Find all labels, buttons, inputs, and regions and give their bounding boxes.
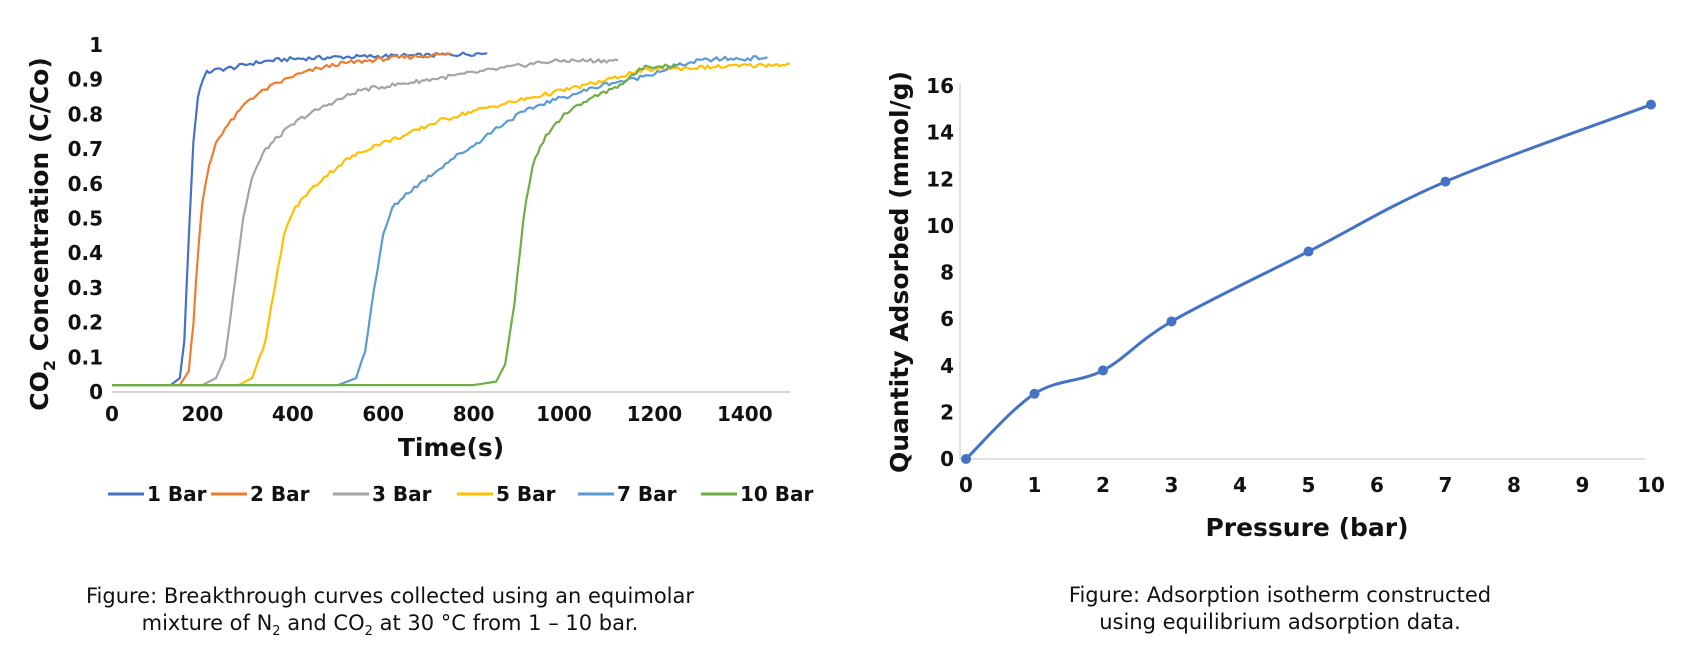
left-caption-line-1: Figure: Breakthrough curves collected us… — [85, 584, 694, 608]
left-y-tick-label: 0.1 — [68, 345, 103, 369]
left-y-axis-title-main: CO — [25, 371, 54, 411]
left-series-lines — [112, 51, 791, 387]
isotherm-line — [964, 103, 1652, 461]
legend-entry: 10 Bar — [701, 482, 814, 506]
left-x-tick-label: 1400 — [717, 402, 773, 426]
right-x-tick-label: 4 — [1233, 473, 1247, 497]
right-y-tick-labels: 0 2 4 6 8 10 12 14 16 — [926, 74, 954, 471]
left-y-tick-label: 0.6 — [68, 172, 103, 196]
right-y-tick-label: 12 — [926, 167, 954, 191]
legend-label: 3 Bar — [372, 482, 432, 506]
legend-label: 7 Bar — [617, 482, 677, 506]
left-x-tick-label: 600 — [362, 402, 404, 426]
left-y-tick-label: 1 — [89, 33, 103, 57]
right-series-line — [961, 99, 1656, 464]
left-caption-text-a: mixture of N — [141, 611, 273, 635]
left-x-tick-label: 0 — [105, 402, 119, 426]
legend-label: 2 Bar — [250, 482, 310, 506]
left-y-axis-title: CO2 Concentration (C/Co) — [25, 57, 59, 411]
left-y-axis-title-sub: 2 — [40, 360, 59, 371]
right-x-tick-label: 7 — [1439, 473, 1453, 497]
right-y-tick-label: 10 — [926, 214, 954, 238]
isotherm-marker — [1303, 246, 1314, 257]
left-caption-text-c: at 30 °C from 1 – 10 bar. — [372, 611, 639, 635]
legend-entry: 1 Bar — [108, 482, 207, 506]
left-x-tick-label: 400 — [272, 402, 314, 426]
right-x-tick-label: 3 — [1165, 473, 1179, 497]
left-y-tick-label: 0 — [89, 380, 103, 404]
isotherm-marker — [1166, 316, 1177, 327]
right-x-tick-label: 10 — [1637, 473, 1665, 497]
left-x-tick-label: 800 — [453, 402, 495, 426]
legend-entry: 7 Bar — [578, 482, 677, 506]
legend-entry: 3 Bar — [333, 482, 432, 506]
right-caption-line-1: Figure: Adsorption isotherm constructed — [1068, 583, 1492, 607]
left-y-tick-label: 0.9 — [68, 68, 103, 92]
isotherm-marker — [1646, 99, 1656, 110]
left-y-tick-labels: 0 0.1 0.2 0.3 0.4 0.5 0.6 0.7 0.8 0.9 1 — [68, 33, 103, 404]
breakthrough-chart: 0 0.1 0.2 0.3 0.4 0.5 0.6 0.7 0.8 0.9 1 0 200 400 600… — [25, 33, 814, 506]
left-figure-caption: Figure: Breakthrough curves collected us… — [30, 583, 750, 645]
right-figure-caption: Figure: Adsorption isotherm constructed … — [1000, 582, 1560, 636]
left-legend: 1 Bar 2 Bar 3 Bar 5 Bar 7 Bar 10 Bar — [108, 482, 814, 506]
series-line-10-bar — [112, 63, 678, 387]
right-x-tick-label: 1 — [1028, 473, 1042, 497]
right-y-axis-title: Quantity Adsorbed (mmol/g) — [885, 71, 914, 473]
right-y-tick-label: 6 — [940, 307, 954, 331]
series-line-7-bar — [112, 55, 768, 387]
left-y-tick-label: 0.7 — [68, 137, 103, 161]
series-line-3-bar — [112, 57, 619, 387]
left-y-tick-label: 0.3 — [68, 276, 103, 300]
left-caption-sub-2: 2 — [364, 624, 373, 640]
right-x-tick-label: 5 — [1302, 473, 1316, 497]
left-x-tick-label: 1000 — [536, 402, 592, 426]
left-x-tick-label: 200 — [182, 402, 224, 426]
right-x-tick-label: 2 — [1096, 473, 1110, 497]
left-x-axis-title: Time(s) — [398, 433, 504, 462]
legend-label: 10 Bar — [740, 482, 814, 506]
right-y-tick-label: 14 — [926, 121, 954, 145]
right-x-axis-title: Pressure (bar) — [1205, 513, 1408, 542]
left-x-tick-label: 1200 — [627, 402, 683, 426]
left-x-tick-labels: 0 200 400 600 800 1000 1200 1400 — [105, 402, 773, 426]
right-y-tick-label: 16 — [926, 74, 954, 98]
left-caption-text-b: and CO — [280, 611, 365, 635]
right-caption-line-2: using equilibrium adsorption data. — [1099, 610, 1461, 634]
isotherm-marker — [1440, 176, 1451, 187]
left-y-tick-label: 0.2 — [68, 311, 103, 335]
left-caption-line-2: mixture of N2 and CO2 at 30 °C from 1 – … — [30, 610, 750, 645]
right-y-tick-label: 0 — [940, 447, 954, 471]
legend-entry: 2 Bar — [211, 482, 310, 506]
left-y-tick-label: 0.8 — [68, 102, 103, 126]
series-line-5-bar — [112, 62, 791, 387]
isotherm-marker — [1029, 388, 1040, 399]
right-x-tick-label: 8 — [1507, 473, 1521, 497]
left-y-axis-title-rest: Concentration (C/Co) — [25, 57, 54, 360]
series-line-2-bar — [112, 52, 452, 387]
isotherm-marker — [1098, 365, 1108, 376]
left-y-tick-label: 0.4 — [68, 241, 103, 265]
right-x-tick-label: 0 — [959, 473, 973, 497]
isotherm-marker — [961, 454, 971, 464]
legend-label: 1 Bar — [147, 482, 207, 506]
right-x-tick-labels: 0 1 2 3 4 5 6 7 8 9 10 — [959, 473, 1665, 497]
legend-entry: 5 Bar — [457, 482, 556, 506]
legend-label: 5 Bar — [496, 482, 556, 506]
left-caption-sub-1: 2 — [272, 624, 281, 640]
right-y-tick-label: 8 — [940, 261, 954, 285]
right-x-tick-label: 6 — [1370, 473, 1384, 497]
left-y-tick-label: 0.5 — [68, 207, 103, 231]
right-x-tick-label: 9 — [1576, 473, 1590, 497]
right-y-tick-label: 2 — [940, 400, 954, 424]
series-line-1-bar — [112, 51, 488, 387]
right-y-tick-label: 4 — [940, 354, 954, 378]
